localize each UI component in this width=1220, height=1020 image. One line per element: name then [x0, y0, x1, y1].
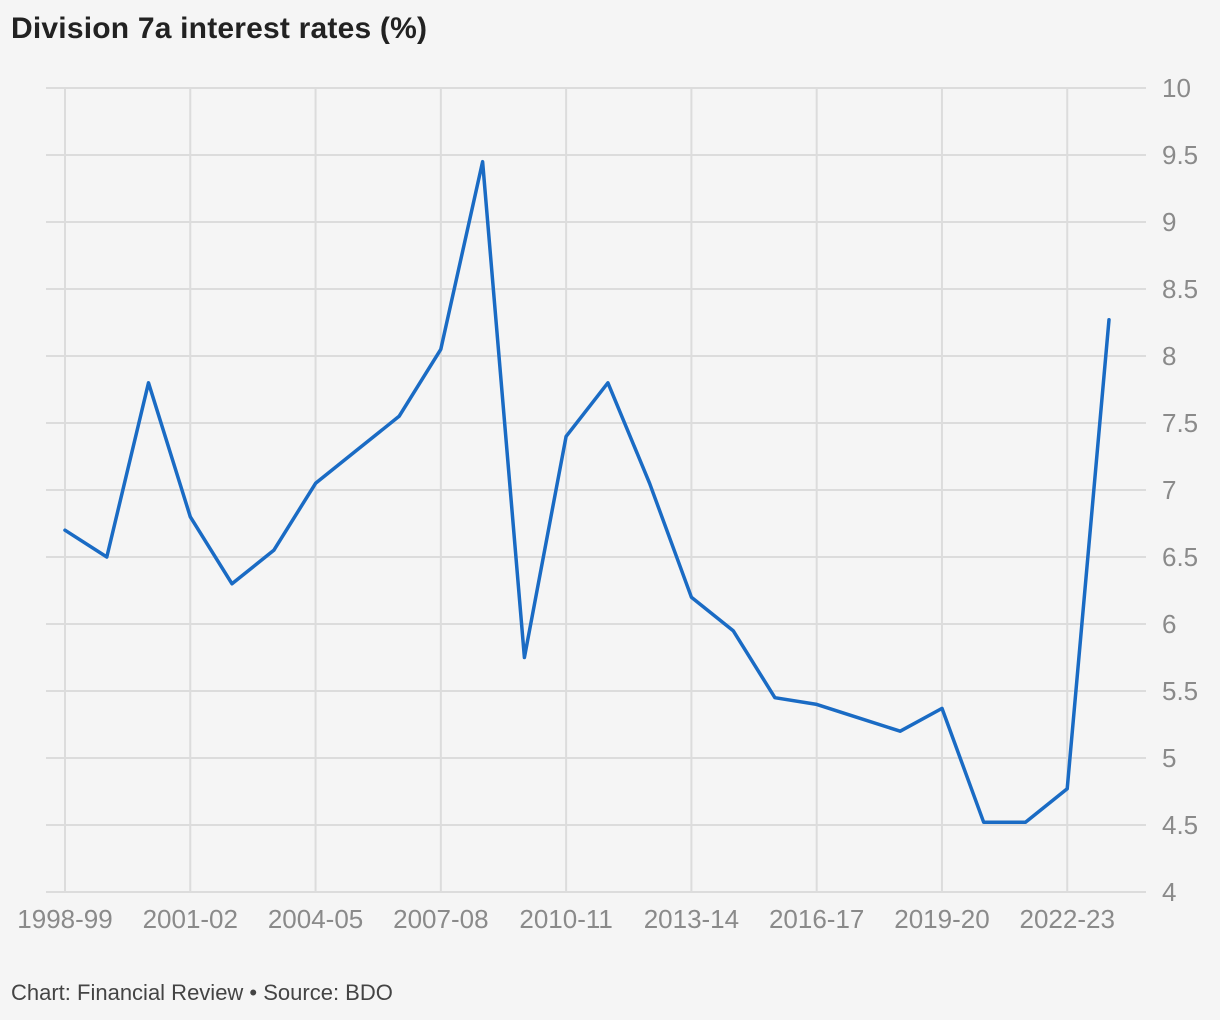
grid-lines — [46, 87, 1146, 893]
y-tick-label: 9 — [1162, 207, 1176, 237]
x-tick-label: 2004-05 — [268, 904, 363, 934]
chart-title: Division 7a interest rates (%) — [11, 12, 428, 45]
x-tick-label: 2013-14 — [644, 904, 739, 934]
footer-separator: • — [243, 980, 264, 1005]
x-tick-label: 2016-17 — [769, 904, 864, 934]
y-tick-label: 10 — [1162, 73, 1191, 103]
series-line — [63, 159, 1111, 825]
y-axis-ticks: 4 4.5 5 5.5 6 6.5 7 7.5 8 8.5 9 9.5 10 — [1162, 73, 1198, 907]
y-tick-label: 6 — [1162, 609, 1176, 639]
x-tick-label: 2007-08 — [393, 904, 488, 934]
chart-footer: Chart: Financial Review • Source: BDO — [11, 980, 393, 1006]
y-tick-label: 4.5 — [1162, 810, 1198, 840]
y-tick-label: 8 — [1162, 341, 1176, 371]
x-tick-label: 1998-99 — [17, 904, 112, 934]
x-tick-label: 2022-23 — [1020, 904, 1115, 934]
chart-source: Source: BDO — [263, 980, 393, 1005]
x-tick-label: 2010-11 — [519, 904, 613, 934]
series-layer — [63, 159, 1111, 825]
x-tick-label: 2001-02 — [143, 904, 238, 934]
y-tick-label: 5 — [1162, 743, 1176, 773]
y-tick-label: 5.5 — [1162, 676, 1198, 706]
y-tick-label: 6.5 — [1162, 542, 1198, 572]
y-tick-label: 4 — [1162, 877, 1176, 907]
x-axis-ticks: 1998-99 2001-02 2004-05 2007-08 2010-11 2013-… — [17, 904, 1115, 934]
y-tick-label: 7.5 — [1162, 408, 1198, 438]
x-tick-label: 2019-20 — [894, 904, 989, 934]
chart-credit: Chart: Financial Review — [11, 980, 244, 1005]
y-tick-label: 9.5 — [1162, 140, 1198, 170]
y-tick-label: 7 — [1162, 475, 1176, 505]
y-tick-label: 8.5 — [1162, 274, 1198, 304]
